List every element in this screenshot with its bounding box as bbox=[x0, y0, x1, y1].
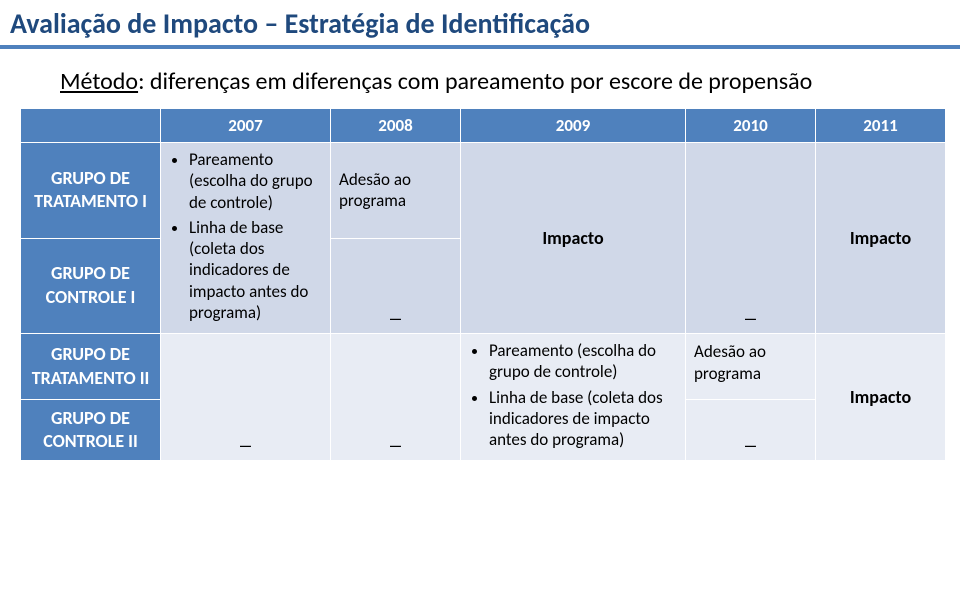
th-2010: 2010 bbox=[686, 109, 816, 143]
bullet: Pareamento (escolha do grupo de controle… bbox=[189, 149, 322, 213]
cell-2008-block2: _ bbox=[331, 334, 461, 461]
cell-2007-block1: Pareamento (escolha do grupo de controle… bbox=[161, 143, 331, 334]
impacto-label: Impacto bbox=[850, 227, 911, 249]
row-tratamento-1: GRUPO DE TRATAMENTO I Pareamento (escolh… bbox=[21, 143, 946, 239]
cell-2007-block2: _ bbox=[161, 334, 331, 461]
bullet: Pareamento (escolha do grupo de controle… bbox=[489, 340, 677, 383]
cell-2011-block1: Impacto bbox=[816, 143, 946, 334]
th-2009: 2009 bbox=[461, 109, 686, 143]
adesao-label: Adesão ao programa bbox=[339, 169, 411, 211]
rowlabel-tr1: GRUPO DE TRATAMENTO I bbox=[21, 143, 161, 239]
cell-2009-block2: Pareamento (escolha do grupo de controle… bbox=[461, 334, 686, 461]
table-container: 2007 2008 2009 2010 2011 GRUPO DE TRATAM… bbox=[0, 108, 960, 461]
subtitle-method: Método bbox=[60, 67, 138, 96]
th-2008: 2008 bbox=[331, 109, 461, 143]
subtitle-rest: : diferenças em diferenças com pareament… bbox=[138, 67, 812, 96]
page-title: Avaliação de Impacto – Estratégia de Ide… bbox=[10, 6, 590, 41]
rowlabel-ctrl2: GRUPO DE CONTROLE II bbox=[21, 400, 161, 461]
subtitle: Método: diferenças em diferenças com par… bbox=[0, 49, 960, 108]
row-tratamento-2: GRUPO DE TRATAMENTO II _ _ Pareamento (e… bbox=[21, 334, 946, 400]
table-header-row: 2007 2008 2009 2010 2011 bbox=[21, 109, 946, 143]
cell-2010-ctrl2: _ bbox=[686, 400, 816, 461]
dash: _ bbox=[390, 423, 401, 450]
rowlabel-ctrl1: GRUPO DE CONTROLE I bbox=[21, 238, 161, 334]
bullet: Linha de base (coleta dos indicadores de… bbox=[489, 387, 677, 451]
impacto-label: Impacto bbox=[542, 227, 603, 249]
impact-table: 2007 2008 2009 2010 2011 GRUPO DE TRATAM… bbox=[20, 108, 946, 461]
cell-2008-tr1: Adesão ao programa bbox=[331, 143, 461, 239]
cell-2011-block2: Impacto bbox=[816, 334, 946, 461]
dash: _ bbox=[745, 423, 756, 450]
cell-2010-tr2: Adesão ao programa bbox=[686, 334, 816, 400]
title-bar: Avaliação de Impacto – Estratégia de Ide… bbox=[0, 0, 960, 49]
cell-2008-ctrl1: _ bbox=[331, 238, 461, 334]
rowlabel-tr2: GRUPO DE TRATAMENTO II bbox=[21, 334, 161, 400]
bullets-2009: Pareamento (escolha do grupo de controle… bbox=[469, 340, 677, 450]
bullet: Linha de base (coleta dos indicadores de… bbox=[189, 217, 322, 323]
th-blank bbox=[21, 109, 161, 143]
cell-2009-block1: Impacto bbox=[461, 143, 686, 334]
th-2007: 2007 bbox=[161, 109, 331, 143]
impacto-label: Impacto bbox=[850, 386, 911, 408]
dash: _ bbox=[240, 423, 251, 450]
dash: _ bbox=[390, 296, 401, 323]
adesao-label: Adesão ao programa bbox=[694, 341, 807, 393]
bullets-2007: Pareamento (escolha do grupo de controle… bbox=[169, 149, 322, 323]
dash: _ bbox=[745, 296, 756, 323]
th-2011: 2011 bbox=[816, 109, 946, 143]
cell-2010-block1: _ bbox=[686, 143, 816, 334]
